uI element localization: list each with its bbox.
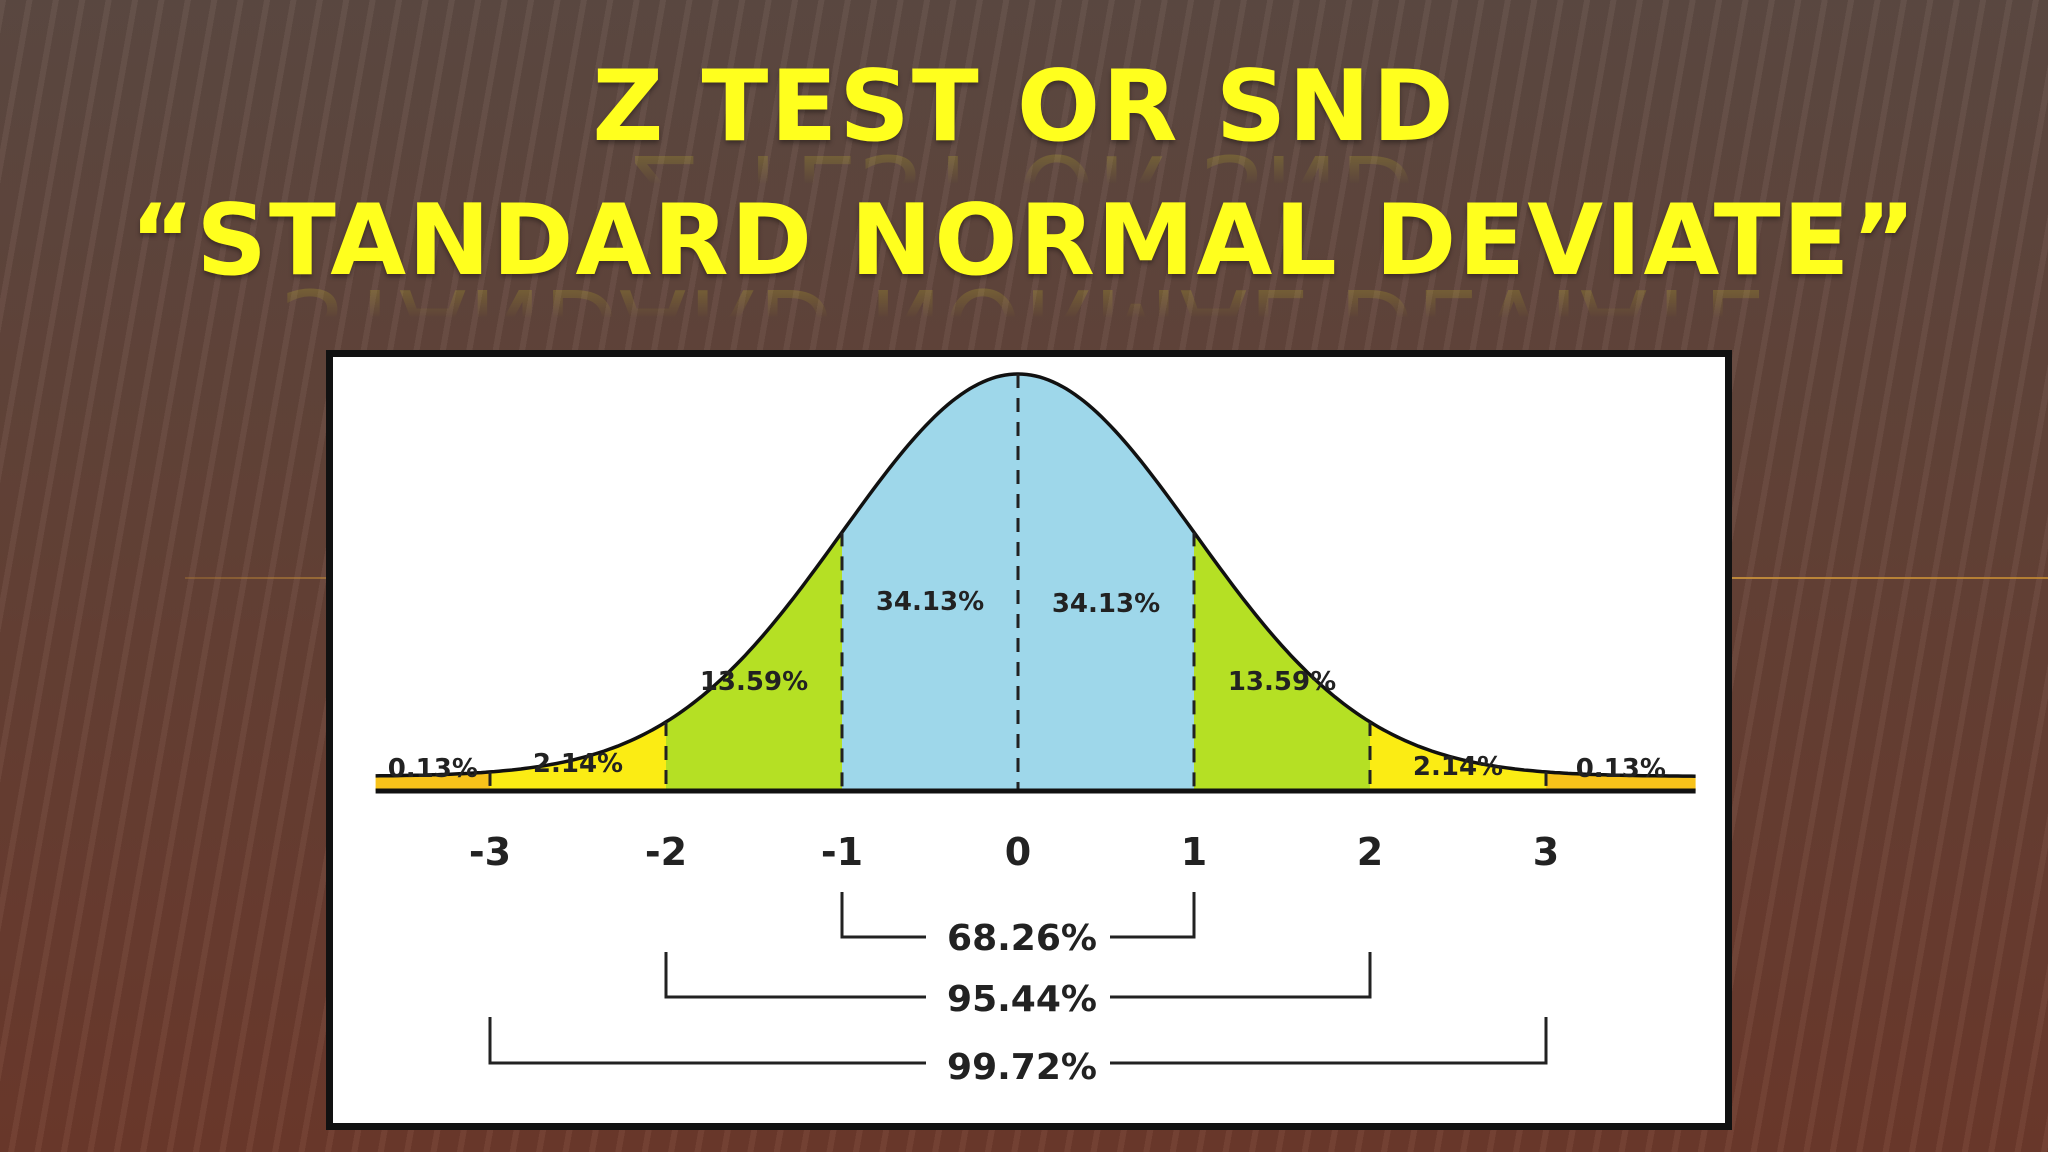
- slide-title-line-1: Z TEST OR SND: [592, 50, 1456, 164]
- area-segment: [1018, 374, 1194, 791]
- chart-frame: 0.13% 2.14% 13.59% 34.13% 34.13% 13.59% 2.14% 0…: [326, 350, 1732, 1130]
- x-tick-label: 3: [1533, 830, 1559, 874]
- segment-value-label: 2.14%: [1413, 752, 1503, 782]
- segment-value-label: 13.59%: [1228, 667, 1336, 697]
- range-percent-label: 68.26%: [947, 918, 1097, 959]
- area-segment: [842, 374, 1018, 791]
- x-tick-label: -1: [821, 830, 863, 874]
- range-bracket: [1110, 1017, 1548, 1065]
- area-segment: [1370, 721, 1546, 791]
- range-percent-label: 95.44%: [947, 979, 1097, 1020]
- x-tick-label: 0: [1005, 830, 1031, 874]
- segment-value-label: 2.14%: [533, 749, 623, 779]
- range-bracket: [1110, 952, 1372, 999]
- normal-distribution-chart: 0.13% 2.14% 13.59% 34.13% 34.13% 13.59% 2.14% 0…: [375, 372, 1696, 1088]
- area-segment: [490, 721, 666, 791]
- density-curve: [375, 372, 1696, 778]
- segment-value-label: 34.13%: [876, 587, 984, 617]
- range-bracket: [488, 1017, 926, 1065]
- area-segment: [666, 532, 842, 791]
- x-tick-label: -2: [645, 830, 687, 874]
- slide-title-line-2: “STANDARD NORMAL DEVIATE”: [130, 184, 1918, 298]
- range-percent-label: 99.72%: [947, 1047, 1097, 1088]
- range-bracket: [664, 952, 926, 999]
- x-tick-label: 1: [1181, 830, 1207, 874]
- area-segment: [1194, 532, 1370, 791]
- segment-value-label: 0.13%: [1576, 754, 1666, 784]
- x-tick-label: 2: [1357, 830, 1383, 874]
- segment-value-label: 0.13%: [388, 754, 478, 784]
- segment-value-label: 34.13%: [1052, 589, 1160, 619]
- x-tick-label: -3: [469, 830, 511, 874]
- range-bracket: [1110, 892, 1196, 939]
- range-bracket: [840, 892, 926, 939]
- segment-value-label: 13.59%: [700, 667, 808, 697]
